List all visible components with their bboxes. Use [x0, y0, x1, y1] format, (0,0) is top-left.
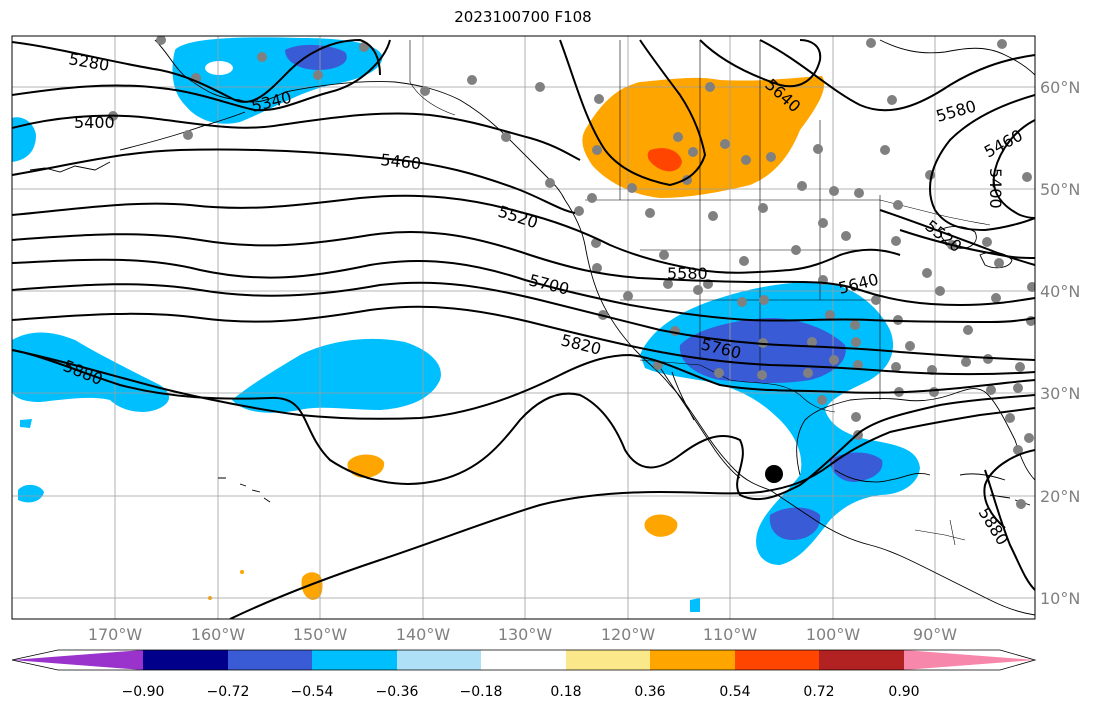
target-location-marker	[765, 465, 783, 483]
contour-5460	[12, 148, 576, 214]
map-border	[11, 35, 1036, 620]
longitude-label: 130°W	[498, 625, 553, 644]
positive-anomaly-canada	[582, 76, 825, 198]
colorbar-swatches	[12, 650, 1035, 670]
contour-label: 5460	[380, 150, 422, 173]
colorbar-swatch	[819, 650, 904, 670]
contour-label: 5580	[667, 264, 708, 283]
contour-5760	[12, 305, 1035, 376]
latitude-label: 60°N	[1040, 78, 1080, 97]
longitude-label: 120°W	[601, 625, 656, 644]
colorbar-tick-label: −0.54	[291, 684, 334, 700]
colorbar-swatch	[312, 650, 397, 670]
colorbar-swatch	[143, 650, 228, 670]
contour-5880	[12, 349, 1035, 501]
colorbar-tick-label: −0.18	[460, 684, 503, 700]
colorbar-swatch	[397, 650, 481, 670]
colorbar-outline	[11, 649, 1037, 671]
colorbar-tick-label: −0.90	[122, 684, 165, 700]
latitude-label: 50°N	[1040, 180, 1080, 199]
latitude-label: 10°N	[1040, 589, 1080, 608]
coastlines	[29, 39, 1035, 616]
colorbar-swatch	[228, 650, 312, 670]
contour-5880-east	[984, 469, 1035, 591]
anomaly-shading	[12, 37, 920, 612]
latitude-label: 20°N	[1040, 487, 1080, 506]
contour-label: 5400	[74, 113, 115, 132]
colorbar-swatch	[735, 650, 819, 670]
contour-5580	[12, 230, 1035, 307]
contour-5400	[12, 112, 581, 161]
contour-label: 5400	[986, 168, 1005, 209]
contour-5640	[12, 258, 1035, 324]
colorbar-tick-label: −0.72	[207, 684, 250, 700]
colorbar-swatch	[566, 650, 650, 670]
longitude-label: 150°W	[293, 625, 348, 644]
contour-5700	[12, 281, 1035, 361]
colorbar-tick-label: −0.36	[376, 684, 419, 700]
contour-5340	[12, 39, 391, 112]
positive-anomaly-pacific	[347, 454, 385, 478]
longitude-label: 140°W	[396, 625, 451, 644]
height-contours	[12, 38, 1035, 619]
colorbar-swatch	[481, 650, 566, 670]
station-markers	[108, 36, 1035, 509]
contour-5280	[12, 38, 381, 103]
colorbar-tick-label: 0.18	[550, 684, 581, 700]
contour-5520	[12, 194, 901, 274]
negative-anomaly-pacific	[232, 338, 441, 413]
colorbar-tick-label: 0.54	[719, 684, 750, 700]
colorbar: −0.90 −0.72 −0.54 −0.36 −0.18 0.18 0.36 …	[11, 649, 1037, 700]
colorbar-ticks: −0.90 −0.72 −0.54 −0.36 −0.18 0.18 0.36 …	[122, 684, 920, 700]
longitude-label: 110°W	[703, 625, 758, 644]
colorbar-tick-label: 0.72	[803, 684, 834, 700]
longitude-label: 170°W	[88, 625, 143, 644]
longitude-axis: 170°W 160°W 150°W 140°W 130°W 120°W 110°…	[88, 625, 957, 644]
latitude-axis: 60°N 50°N 40°N 30°N 20°N 10°N	[1040, 78, 1080, 608]
longitude-label: 90°W	[913, 625, 957, 644]
colorbar-swatch	[650, 650, 735, 670]
colorbar-swatch	[904, 650, 1035, 670]
colorbar-tick-label: 0.36	[634, 684, 665, 700]
latitude-label: 30°N	[1040, 384, 1080, 403]
longitude-label: 160°W	[191, 625, 246, 644]
latitude-label: 40°N	[1040, 282, 1080, 301]
longitude-label: 100°W	[806, 625, 861, 644]
colorbar-tick-label: 0.90	[888, 684, 919, 700]
graticule	[12, 36, 1035, 619]
colorbar-swatch	[12, 650, 143, 670]
map-title: 2023100700 F108	[454, 8, 592, 26]
